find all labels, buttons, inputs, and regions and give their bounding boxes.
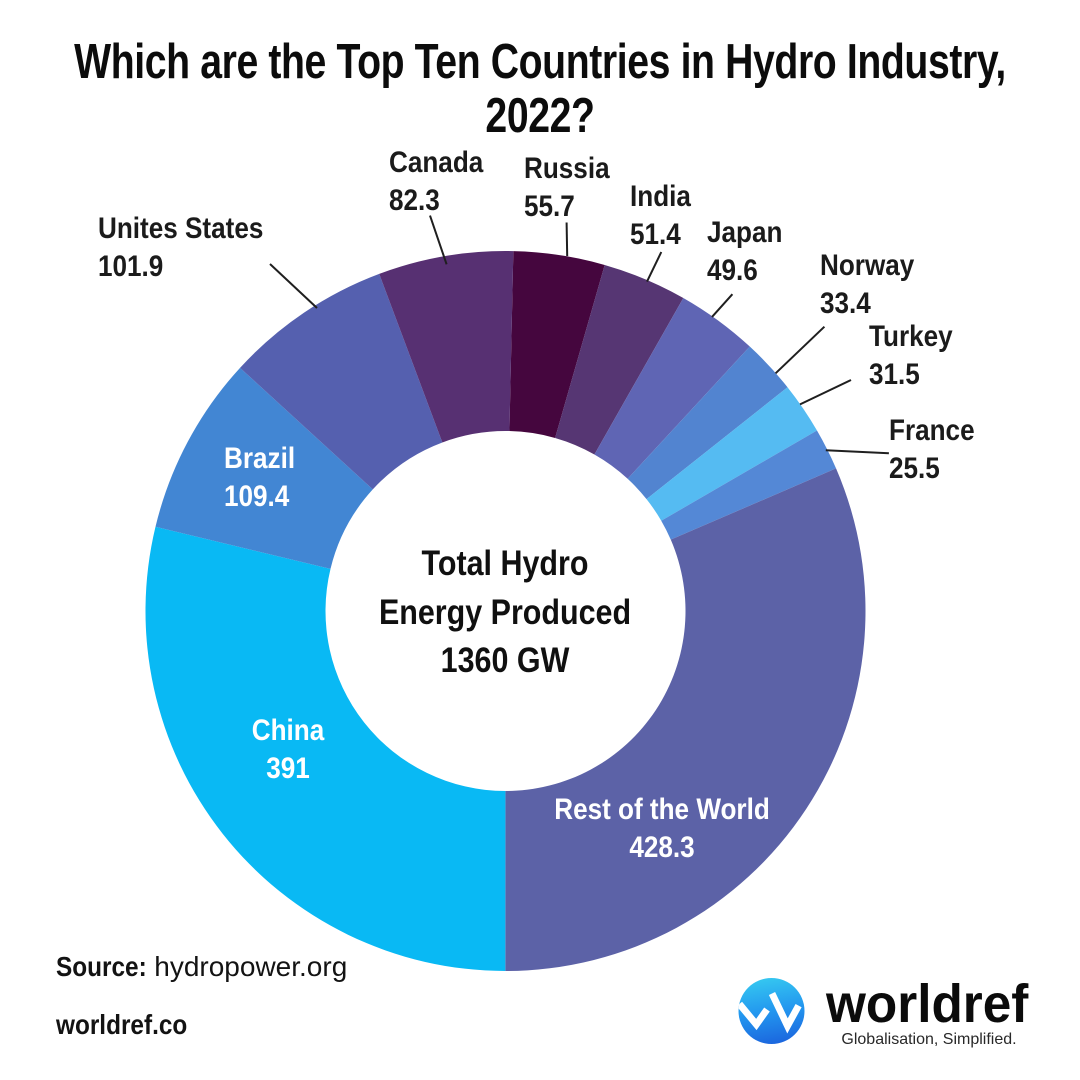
label-india: India 51.4 xyxy=(630,178,691,253)
page-title: Which are the Top Ten Countries in Hydro… xyxy=(0,35,1080,143)
website-url: worldref.co xyxy=(56,1009,188,1040)
leader-line-norway xyxy=(774,325,826,375)
label-brazil-value: 109.4 xyxy=(224,479,290,513)
leader-line-france xyxy=(825,449,889,455)
label-china-name: China xyxy=(251,714,325,747)
logo-wordmark: worldref xyxy=(826,974,1029,1034)
label-india-value: 51.4 xyxy=(630,217,681,251)
segment-japan xyxy=(594,297,750,479)
label-russia-value: 55.7 xyxy=(524,189,575,223)
logo-tagline: Globalisation, Simplified. xyxy=(841,1031,1017,1048)
label-china: China 391 xyxy=(252,712,325,787)
leader-line-unites-states xyxy=(269,263,318,309)
segment-india xyxy=(555,264,684,455)
label-rest-of-world: Rest of the World 428.3 xyxy=(554,791,770,866)
label-brazil: Brazil 109.4 xyxy=(224,440,295,515)
segment-russia xyxy=(509,251,605,438)
label-norway-value: 33.4 xyxy=(820,286,871,320)
title-line-1: Which are the Top Ten Countries in Hydro… xyxy=(74,35,1006,89)
label-norway-name: Norway xyxy=(820,249,915,282)
donut-center-label: Total Hydro Energy Produced 1360 GW xyxy=(379,540,631,686)
label-canada-value: 82.3 xyxy=(389,183,440,217)
label-japan: Japan 49.6 xyxy=(707,214,782,289)
segment-unites-states xyxy=(240,273,443,490)
label-turkey-value: 31.5 xyxy=(869,357,920,391)
label-rest-of-world-name: Rest of the World xyxy=(554,793,770,826)
label-russia-name: Russia xyxy=(524,152,610,185)
label-turkey-name: Turkey xyxy=(869,320,953,353)
label-norway: Norway 33.4 xyxy=(820,247,914,322)
label-russia: Russia 55.7 xyxy=(524,150,610,225)
title-line-2: 2022? xyxy=(485,88,595,143)
donut-segments xyxy=(145,251,866,971)
label-china-value: 391 xyxy=(266,751,310,785)
segment-france xyxy=(661,430,837,540)
label-canada: Canada 82.3 xyxy=(389,144,483,219)
label-france: France 25.5 xyxy=(889,412,975,487)
segment-rest-of-the-world xyxy=(505,468,866,971)
leader-line-india xyxy=(646,251,663,283)
leader-lines xyxy=(269,215,889,455)
label-france-name: France xyxy=(889,414,975,447)
label-france-value: 25.5 xyxy=(889,451,940,485)
leader-line-turkey xyxy=(799,379,852,406)
center-label-line-2: Energy Produced xyxy=(378,592,632,632)
label-india-name: India xyxy=(630,180,691,213)
center-label-line-3: 1360 GW xyxy=(440,641,570,680)
source-value: hydropower.org xyxy=(154,951,348,982)
label-japan-value: 49.6 xyxy=(707,253,758,287)
label-unites-states-value: 101.9 xyxy=(98,249,164,283)
segment-canada xyxy=(379,251,514,443)
segment-china xyxy=(145,526,506,971)
label-rest-of-world-value: 428.3 xyxy=(629,830,695,864)
label-japan-name: Japan xyxy=(707,216,783,249)
label-unites-states-name: Unites States xyxy=(98,212,264,245)
label-canada-name: Canada xyxy=(389,146,484,179)
label-turkey: Turkey 31.5 xyxy=(869,318,953,393)
source-label: Source: xyxy=(56,951,147,982)
source-line: Source: hydropower.org xyxy=(56,948,347,985)
segment-brazil xyxy=(155,367,373,569)
leader-line-canada xyxy=(429,215,448,265)
logo-mark-icon xyxy=(738,978,805,1044)
center-label-line-1: Total Hydro xyxy=(421,544,589,583)
label-brazil-name: Brazil xyxy=(224,442,296,475)
worldref-logo xyxy=(738,978,805,1044)
leader-line-russia xyxy=(565,222,569,257)
segment-norway xyxy=(627,346,788,500)
label-unites-states: Unites States 101.9 xyxy=(98,210,263,285)
leader-line-japan xyxy=(711,293,734,318)
segment-turkey xyxy=(646,387,817,521)
